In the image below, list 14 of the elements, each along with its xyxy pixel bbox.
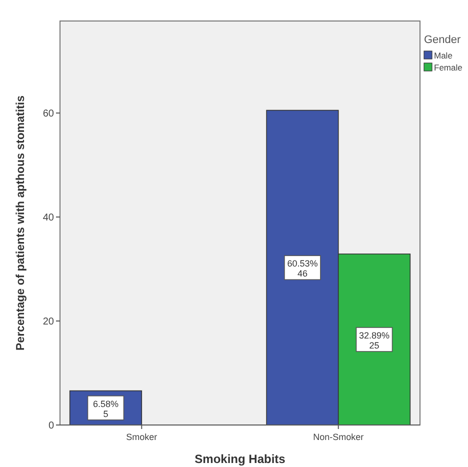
- y-tick-label: 60: [42, 108, 54, 120]
- data-label: 6.58% 5: [92, 398, 119, 419]
- y-tick-label: 40: [42, 212, 54, 224]
- y-tick-label: 20: [42, 316, 54, 328]
- data-label: 60.53% 46: [287, 258, 318, 279]
- x-tick-label: Smoker: [126, 432, 158, 442]
- data-label: 32.89% 25: [358, 330, 390, 350]
- legend-title: Gender: [424, 34, 462, 46]
- y-tick-label: 0: [48, 420, 54, 432]
- y-axis-title: Percentage of patients with apthous stomatitis: [15, 96, 27, 350]
- x-axis-title: Smoking Habits: [194, 452, 286, 466]
- legend-label: Female: [434, 62, 463, 72]
- x-tick-label: Non-Smoker: [313, 432, 364, 442]
- legend-label: Male: [434, 50, 453, 60]
